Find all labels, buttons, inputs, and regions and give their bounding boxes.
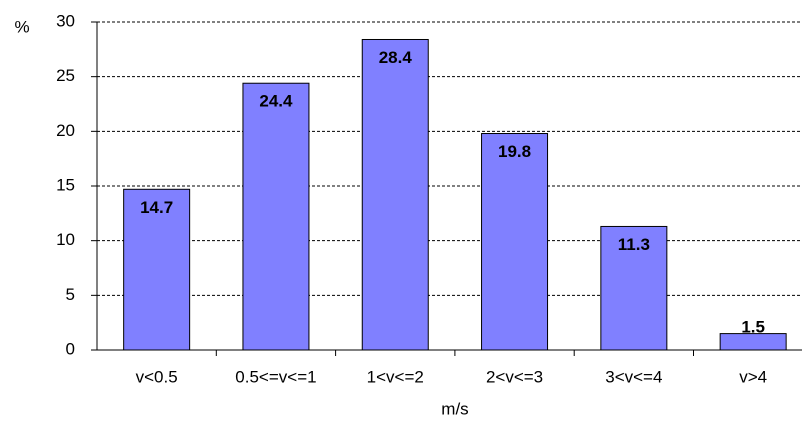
y-tick-label: 20 <box>56 121 75 140</box>
x-tick-label: 3<v<=4 <box>605 367 662 386</box>
x-tick-label: 2<v<=3 <box>486 367 543 386</box>
bar <box>361 38 429 351</box>
x-tick-label: v>4 <box>739 367 767 386</box>
value-label: 11.3 <box>618 235 650 254</box>
bar <box>123 188 191 351</box>
x-axis-label: m/s <box>441 399 468 418</box>
value-label: 28.4 <box>379 48 413 67</box>
value-label: 24.4 <box>259 92 293 111</box>
bar <box>600 225 668 351</box>
bar <box>481 133 549 351</box>
y-tick-label: 0 <box>66 339 75 358</box>
value-label: 14.7 <box>140 198 173 217</box>
y-tick-label: 15 <box>56 175 75 194</box>
y-tick-label: 5 <box>66 285 75 304</box>
value-label: 19.8 <box>498 142 531 161</box>
x-tick-label: 1<v<=2 <box>367 367 424 386</box>
y-axis-label: % <box>14 17 29 36</box>
value-label: 1.5 <box>741 317 765 336</box>
bar <box>719 333 787 351</box>
y-tick-label: 25 <box>56 66 75 85</box>
x-tick-label: 0.5<=v<=1 <box>235 367 316 386</box>
bar <box>242 82 310 351</box>
y-tick-label: 30 <box>56 11 75 30</box>
y-tick-label: 10 <box>56 230 75 249</box>
x-tick-label: v<0.5 <box>136 367 178 386</box>
